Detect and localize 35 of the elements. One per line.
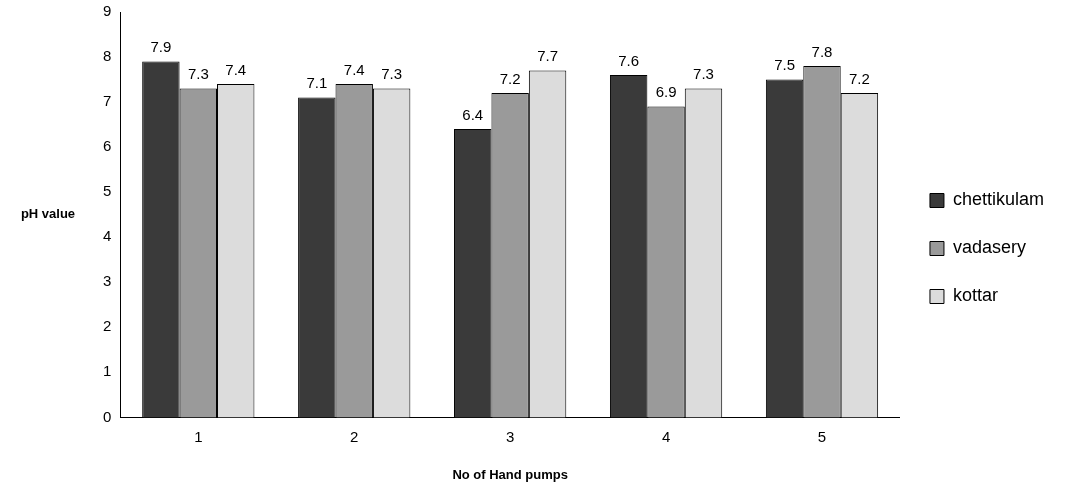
y-tick-label: 8: [103, 47, 112, 65]
data-label: 7.1: [306, 74, 328, 92]
y-tick-label: 0: [103, 407, 112, 425]
data-label: 7.2: [499, 69, 521, 87]
y-tick-label: 2: [103, 317, 112, 335]
y-tick-label: 5: [103, 182, 112, 200]
data-label: 7.3: [381, 65, 403, 83]
y-tick-label: 1: [103, 362, 112, 380]
x-tick-label: 2: [350, 427, 359, 445]
data-label: 7.4: [343, 60, 365, 78]
x-tick-label: 5: [817, 427, 827, 445]
data-label: 7.3: [693, 65, 714, 83]
data-label: 7.2: [848, 69, 870, 87]
x-tick-label: 1: [194, 427, 203, 445]
data-label: 7.3: [187, 65, 209, 83]
x-tick-label: 3: [505, 427, 515, 445]
legend-label: kottar: [952, 285, 998, 306]
legend-label: vadasery: [952, 237, 1027, 258]
y-tick-label: 6: [103, 137, 112, 155]
data-label: 7.7: [537, 47, 558, 65]
data-label: 7.8: [811, 42, 833, 60]
data-label: 6.9: [655, 83, 677, 101]
data-label: 7.9: [150, 38, 172, 56]
data-label: 7.6: [618, 51, 640, 69]
legend-label: chettikulam: [952, 189, 1045, 210]
y-tick-label: 7: [103, 92, 112, 110]
y-tick-label: 3: [103, 272, 112, 290]
data-label: 6.4: [462, 105, 484, 123]
x-axis-title: No of Hand pumps: [452, 466, 568, 482]
data-label: 7.5: [774, 56, 796, 74]
data-label: 7.4: [225, 60, 247, 78]
y-tick-label: 4: [103, 227, 112, 245]
x-tick-label: 4: [661, 427, 671, 445]
y-axis-title: pH value: [20, 206, 76, 222]
y-tick-label: 9: [103, 2, 112, 20]
